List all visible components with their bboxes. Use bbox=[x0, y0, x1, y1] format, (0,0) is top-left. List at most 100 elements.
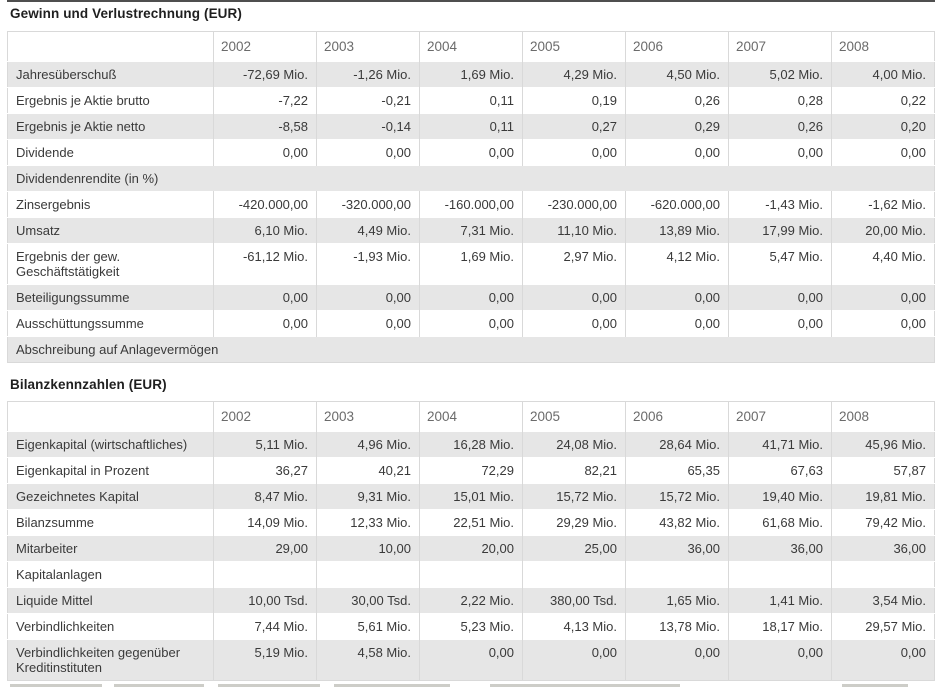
cell-value: 0,20 bbox=[831, 113, 935, 140]
truncated-text-fragment bbox=[842, 684, 908, 687]
table-row: Beteiligungssumme 0,00 0,00 0,00 0,00 0,00 0,0… bbox=[7, 284, 935, 311]
cell-value bbox=[316, 561, 420, 588]
cell-value: 29,29 Mio. bbox=[522, 509, 626, 536]
cell-value: 12,33 Mio. bbox=[316, 509, 420, 536]
cell-value: 4,13 Mio. bbox=[522, 613, 626, 640]
cell-value: -1,43 Mio. bbox=[728, 191, 832, 218]
table-header-row: 2002 2003 2004 2005 2006 2007 2008 bbox=[7, 31, 935, 62]
cell-value: 0,00 bbox=[316, 139, 420, 166]
cell-value: 2,97 Mio. bbox=[522, 243, 626, 285]
year-column-header: 2007 bbox=[728, 31, 832, 62]
cell-value: 5,61 Mio. bbox=[316, 613, 420, 640]
table-row: Liquide Mittel 10,00 Tsd. 30,00 Tsd. 2,22 M… bbox=[7, 587, 935, 614]
cell-value: -1,26 Mio. bbox=[316, 61, 420, 88]
cell-value: 57,87 bbox=[831, 457, 935, 484]
cell-value: 0,00 bbox=[625, 310, 729, 337]
year-column-header: 2006 bbox=[625, 401, 729, 432]
row-label: Gezeichnetes Kapital bbox=[16, 489, 139, 504]
cell-value: -0,21 bbox=[316, 87, 420, 114]
cell-value: 13,89 Mio. bbox=[625, 217, 729, 244]
row-label: Zinsergebnis bbox=[16, 197, 91, 212]
cell-value: 4,12 Mio. bbox=[625, 243, 729, 285]
cell-value: 0,00 bbox=[728, 284, 832, 311]
row-label: Ergebnis der gew. Geschäftstätigkeit bbox=[16, 249, 121, 279]
year-column-header: 2004 bbox=[419, 401, 523, 432]
row-label: Bilanzsumme bbox=[16, 515, 95, 530]
row-label: Eigenkapital (wirtschaftliches) bbox=[16, 437, 188, 452]
table-row: Dividendenrendite (in %) bbox=[7, 165, 935, 192]
cell-value: 15,72 Mio. bbox=[522, 483, 626, 510]
cell-value: 0,27 bbox=[522, 113, 626, 140]
cell-value: 5,23 Mio. bbox=[419, 613, 523, 640]
group-row-label: Abschreibung auf Anlagevermögen bbox=[16, 342, 219, 357]
cell-value bbox=[522, 561, 626, 588]
year-column-header: 2003 bbox=[316, 401, 420, 432]
cell-value: 15,01 Mio. bbox=[419, 483, 523, 510]
cell-value bbox=[831, 561, 935, 588]
cell-value: 36,00 bbox=[831, 535, 935, 562]
cell-value: -0,14 bbox=[316, 113, 420, 140]
cell-value: 0,00 bbox=[419, 639, 523, 681]
table-row: Ergebnis je Aktie netto -8,58 -0,14 0,11 0,2… bbox=[7, 113, 935, 140]
year-column-header: 2006 bbox=[625, 31, 729, 62]
cell-value: 19,81 Mio. bbox=[831, 483, 935, 510]
year-column-header: 2002 bbox=[213, 31, 317, 62]
cell-value: 10,00 Tsd. bbox=[213, 587, 317, 614]
truncated-text-fragment bbox=[490, 684, 680, 687]
row-label: Eigenkapital in Prozent bbox=[16, 463, 149, 478]
cell-value: 5,11 Mio. bbox=[213, 431, 317, 458]
cell-value: 4,00 Mio. bbox=[831, 61, 935, 88]
cell-value: 15,72 Mio. bbox=[625, 483, 729, 510]
row-label: Ergebnis je Aktie netto bbox=[16, 119, 146, 134]
cell-value: 16,28 Mio. bbox=[419, 431, 523, 458]
cell-value: 0,00 bbox=[625, 139, 729, 166]
cell-value: 29,00 bbox=[213, 535, 317, 562]
cell-value: 11,10 Mio. bbox=[522, 217, 626, 244]
cell-value: 13,78 Mio. bbox=[625, 613, 729, 640]
cell-value: 41,71 Mio. bbox=[728, 431, 832, 458]
cell-value: 0,00 bbox=[522, 639, 626, 681]
cell-value: 0,00 bbox=[831, 284, 935, 311]
table-row: Eigenkapital in Prozent 36,27 40,21 72,29 82… bbox=[7, 457, 935, 484]
cell-value: 0,00 bbox=[213, 284, 317, 311]
cell-value: 17,99 Mio. bbox=[728, 217, 832, 244]
year-column-header: 2005 bbox=[522, 31, 626, 62]
cell-value: 43,82 Mio. bbox=[625, 509, 729, 536]
cell-value: 1,41 Mio. bbox=[728, 587, 832, 614]
year-column-header: 2005 bbox=[522, 401, 626, 432]
cell-value: 0,00 bbox=[316, 310, 420, 337]
table-row: Jahresüberschuß -72,69 Mio. -1,26 Mio. 1,69… bbox=[7, 61, 935, 88]
table-row: Dividende 0,00 0,00 0,00 0,00 0,00 0,00 0,00 bbox=[7, 139, 935, 166]
cell-value: 0,00 bbox=[316, 284, 420, 311]
table-row: Abschreibung auf Anlagevermögen bbox=[7, 336, 935, 363]
cell-value: -420.000,00 bbox=[213, 191, 317, 218]
group-row-label: Dividendenrendite (in %) bbox=[16, 171, 159, 186]
cell-value: 0,00 bbox=[419, 139, 523, 166]
year-column-header: 2007 bbox=[728, 401, 832, 432]
truncated-text-fragment bbox=[114, 684, 204, 687]
cell-value: 19,40 Mio. bbox=[728, 483, 832, 510]
cell-value: 0,00 bbox=[213, 310, 317, 337]
cell-value: 67,63 bbox=[728, 457, 832, 484]
cell-value: 25,00 bbox=[522, 535, 626, 562]
cell-value: 4,49 Mio. bbox=[316, 217, 420, 244]
cell-value: -8,58 bbox=[213, 113, 317, 140]
cell-value: 0,00 bbox=[728, 310, 832, 337]
cell-value: 0,00 bbox=[831, 139, 935, 166]
year-column-header: 2004 bbox=[419, 31, 523, 62]
cell-value: 4,29 Mio. bbox=[522, 61, 626, 88]
cell-value: 4,40 Mio. bbox=[831, 243, 935, 285]
row-label: Umsatz bbox=[16, 223, 61, 238]
cell-value: -1,62 Mio. bbox=[831, 191, 935, 218]
table-row: Ergebnis je Aktie brutto -7,22 -0,21 0,11 0,… bbox=[7, 87, 935, 114]
cell-value: 2,22 Mio. bbox=[419, 587, 523, 614]
section-title-balance-sheet: Bilanzkennzahlen (EUR) bbox=[10, 377, 167, 392]
truncated-text-fragment bbox=[218, 684, 320, 687]
cell-value: 1,65 Mio. bbox=[625, 587, 729, 614]
table-row: Ergebnis der gew. Geschäftstätigkeit -61,… bbox=[7, 243, 935, 285]
cell-value: 1,69 Mio. bbox=[419, 243, 523, 285]
truncated-text-row bbox=[0, 684, 942, 688]
cell-value bbox=[625, 561, 729, 588]
cell-value: 4,96 Mio. bbox=[316, 431, 420, 458]
